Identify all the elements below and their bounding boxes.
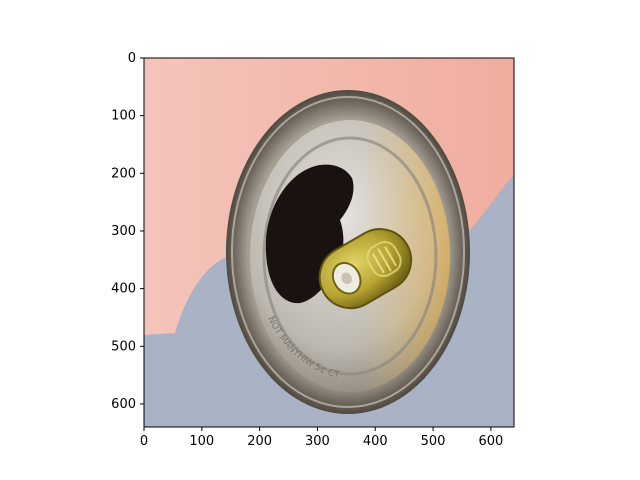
lid-inner-ring: [262, 136, 438, 376]
y-tick-label: 300: [111, 224, 136, 239]
x-tick-label: 0: [140, 434, 148, 449]
y-tick-label: 600: [111, 397, 136, 412]
y-axis: 0 100 200 300 400 500 600: [111, 51, 144, 412]
y-tick-label: 100: [111, 109, 136, 124]
y-tick-label: 200: [111, 166, 136, 181]
y-tick-label: 500: [111, 339, 136, 354]
can-rim-highlight: [231, 96, 465, 408]
pull-tab: [318, 228, 413, 310]
y-tick-label: 0: [128, 51, 136, 66]
x-tick-label: 600: [478, 434, 503, 449]
x-tick-label: 400: [363, 434, 388, 449]
x-tick-label: 500: [421, 434, 446, 449]
x-tick-label: 300: [305, 434, 330, 449]
y-tick-label: 400: [111, 282, 136, 297]
plot-frame: [143, 57, 515, 428]
x-tick-label: 200: [247, 434, 272, 449]
x-axis: 0 100 200 300 400 500 600: [140, 427, 503, 449]
photo: NOT MANYHIW 5¢ CT: [144, 58, 514, 427]
x-tick-label: 100: [189, 434, 214, 449]
